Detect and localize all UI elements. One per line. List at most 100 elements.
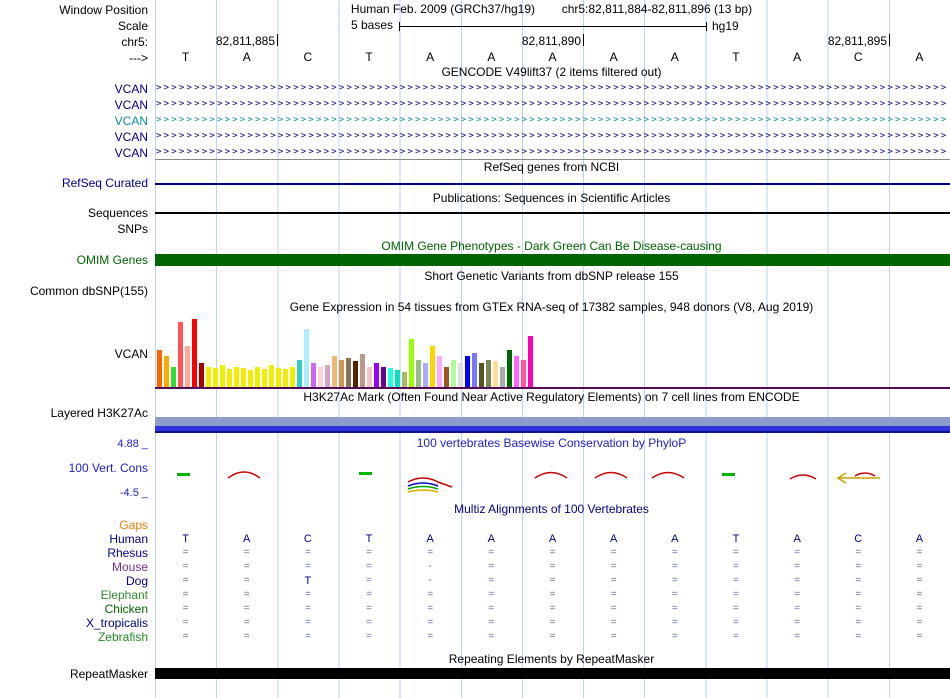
species-label-mouse[interactable]: Mouse xyxy=(111,560,148,574)
cons-curve xyxy=(534,471,568,479)
alignment-cell: = xyxy=(366,617,372,628)
assembly-text: Human Feb. 2009 (GRCh37/hg19) xyxy=(350,2,536,16)
alignment-row-chicken[interactable]: = = = = = = = = = = = = = xyxy=(155,602,950,616)
species-label-x_tropicalis[interactable]: X_tropicalis xyxy=(85,616,148,630)
alignment-row-elephant[interactable]: = = = = = = = = = = = = = xyxy=(155,588,950,602)
snps-label[interactable]: SNPs xyxy=(117,222,148,236)
gtex-tissue-bar xyxy=(283,369,288,387)
alignment-cell: = xyxy=(733,589,739,600)
gtex-tissue-bar xyxy=(157,350,162,387)
refseq-curated-label[interactable]: RefSeq Curated xyxy=(61,176,148,190)
alignment-row-zebrafish[interactable]: = = = = = = = = = = = = = xyxy=(155,630,950,644)
h3k27ac-signal-band-top[interactable] xyxy=(155,417,950,426)
vert-cons-label[interactable]: 100 Vert. Cons xyxy=(68,461,148,475)
omim-gene-bar[interactable] xyxy=(155,254,950,266)
alignment-cell: = xyxy=(794,575,801,586)
coordinate-tick xyxy=(583,34,584,46)
gene-intron-arrow-line[interactable]: >>>>>>>>>>>>>>>>>>>>>>>>>>>>>>>>>>>>>>>>… xyxy=(156,83,948,93)
species-label-human[interactable]: Human xyxy=(109,532,148,546)
alignment-cell: = xyxy=(427,547,434,558)
alignment-cell: = xyxy=(488,617,495,628)
repeatmasker-label[interactable]: RepeatMasker xyxy=(69,667,148,681)
omim-genes-label[interactable]: OMIM Genes xyxy=(76,253,148,267)
base-letter: A xyxy=(548,50,557,64)
gtex-tissue-bar xyxy=(339,360,344,387)
gene-intron-arrow-line[interactable]: >>>>>>>>>>>>>>>>>>>>>>>>>>>>>>>>>>>>>>>>… xyxy=(156,115,948,125)
alignment-cell: A xyxy=(915,533,924,545)
scale-bar xyxy=(399,22,707,31)
gtex-tissue-bar xyxy=(206,367,211,387)
coordinate-tick xyxy=(889,34,890,46)
alignment-cell: = xyxy=(733,575,739,586)
alignment-cell xyxy=(400,518,461,532)
gtex-tissue-bar xyxy=(185,346,190,387)
gtex-tissue-bar xyxy=(500,367,505,387)
species-label-zebrafish[interactable]: Zebrafish xyxy=(97,630,148,644)
gene-item-label[interactable]: VCAN xyxy=(114,114,148,128)
gtex-gene-label[interactable]: VCAN xyxy=(114,347,148,361)
alignment-cell xyxy=(277,518,338,532)
phylop-min-value: -4.5 _ xyxy=(119,487,148,499)
alignment-cell xyxy=(767,518,828,532)
cons-curve xyxy=(854,472,876,477)
alignment-cell: = xyxy=(488,547,495,558)
cons-curve xyxy=(227,471,261,479)
alignment-cell: = xyxy=(733,631,739,642)
repeatmasker-element-bar[interactable] xyxy=(155,668,950,679)
alignment-cell: = xyxy=(794,547,801,558)
gene-item-label[interactable]: VCAN xyxy=(114,82,148,96)
gene-intron-arrow-line[interactable]: >>>>>>>>>>>>>>>>>>>>>>>>>>>>>>>>>>>>>>>>… xyxy=(156,99,948,109)
base-letter: A xyxy=(242,50,251,64)
alignment-cell: = xyxy=(855,575,862,586)
alignment-cell: = xyxy=(916,603,923,614)
species-label-rhesus[interactable]: Rhesus xyxy=(107,546,148,560)
layered-h3k27ac-label[interactable]: Layered H3K27Ac xyxy=(50,406,148,420)
base-letter: T xyxy=(181,50,190,64)
alignment-row-mouse[interactable]: = = = = - = = = = = = = = xyxy=(155,560,950,574)
h3k27ac-signal-band-mid[interactable] xyxy=(155,426,950,431)
alignment-cell: = xyxy=(610,547,617,558)
alignment-cell: = xyxy=(916,589,923,600)
gtex-tissue-bar xyxy=(430,346,435,387)
gene-item-label[interactable]: VCAN xyxy=(114,130,148,144)
base-letter: T xyxy=(732,50,740,64)
gene-item-label[interactable]: VCAN xyxy=(114,146,148,160)
alignment-cell: = xyxy=(182,617,189,628)
sequences-label[interactable]: Sequences xyxy=(87,206,148,220)
gtex-tissue-bar xyxy=(164,356,169,387)
scale-size-text: 5 bases xyxy=(350,18,393,32)
conservation-wiggle-plot[interactable] xyxy=(155,452,950,496)
common-dbsnp-label[interactable]: Common dbSNP(155) xyxy=(29,284,148,298)
alignment-cell: = xyxy=(671,617,678,628)
alignment-cell: = xyxy=(366,603,372,614)
refseq-gene-line[interactable] xyxy=(155,183,950,185)
alignment-cell: = xyxy=(855,561,862,572)
species-label-gaps[interactable]: Gaps xyxy=(119,518,148,532)
alignment-row-rhesus[interactable]: = = = = = = = = = = = = = xyxy=(155,546,950,560)
alignment-cell: = xyxy=(304,561,311,572)
track-separator-line xyxy=(155,159,950,160)
alignment-cell: = xyxy=(366,575,372,586)
gene-item-label[interactable]: VCAN xyxy=(114,98,148,112)
alignment-row-gaps[interactable] xyxy=(155,518,950,532)
h3k27ac-signal-band-bottom[interactable] xyxy=(155,431,950,433)
alignment-cell: = xyxy=(671,547,678,558)
alignment-cell xyxy=(155,518,216,532)
alignment-cell: = xyxy=(549,589,556,600)
gene-intron-arrow-line[interactable]: >>>>>>>>>>>>>>>>>>>>>>>>>>>>>>>>>>>>>>>>… xyxy=(156,131,948,141)
alignment-cell: T xyxy=(182,533,189,545)
alignment-cell xyxy=(889,518,950,532)
gene-intron-arrow-line[interactable]: >>>>>>>>>>>>>>>>>>>>>>>>>>>>>>>>>>>>>>>>… xyxy=(156,147,948,157)
publications-item-line[interactable] xyxy=(155,212,950,214)
species-label-elephant[interactable]: Elephant xyxy=(100,588,148,602)
alignment-cell: = xyxy=(916,631,923,642)
species-label-chicken[interactable]: Chicken xyxy=(104,602,148,616)
alignment-row-dog[interactable]: = = T = - = = = = = = = = xyxy=(155,574,950,588)
alignment-row-x_tropicalis[interactable]: = = = = = = = = = = = = = xyxy=(155,616,950,630)
gtex-tissue-bar xyxy=(262,369,267,387)
species-label-dog[interactable]: Dog xyxy=(125,574,148,588)
gtex-expression-barchart[interactable] xyxy=(157,317,537,387)
